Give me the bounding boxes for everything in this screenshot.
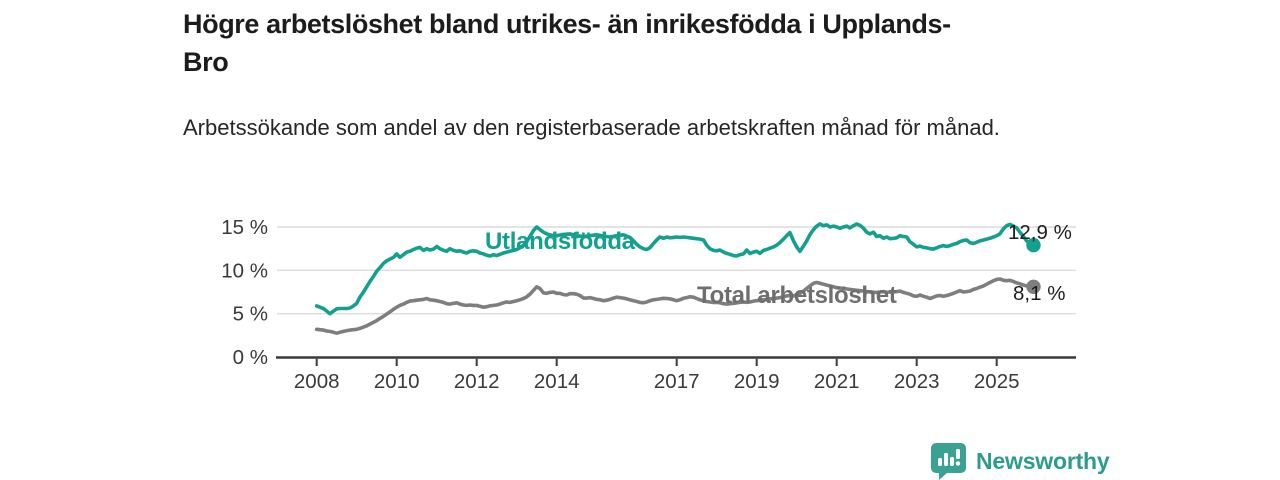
chart-title: Högre arbetslöshet bland utrikes- än inr… bbox=[183, 9, 951, 77]
y-tick-label: 10 % bbox=[221, 259, 268, 282]
series-line-total bbox=[314, 277, 1036, 336]
logo-bar-chart-icon bbox=[938, 449, 961, 466]
newsworthy-logo-icon bbox=[931, 443, 966, 480]
x-tick-label: 2021 bbox=[814, 370, 860, 393]
x-tick-label: 2012 bbox=[454, 370, 500, 393]
series-end-dot-total bbox=[1026, 279, 1041, 294]
logo-bubble bbox=[931, 443, 966, 480]
x-tick-label: 2014 bbox=[534, 370, 580, 393]
y-tick-label: 0 % bbox=[233, 346, 268, 369]
series-end-dot-utlandsfodda bbox=[1026, 237, 1041, 253]
series-inline-label-utlandsfodda: Utlandsfödda bbox=[485, 228, 636, 255]
y-tick-label: 5 % bbox=[233, 303, 268, 326]
brand-name: Newsworthy bbox=[976, 448, 1110, 474]
series-end-value-label-utlandsfodda: 12,9 % bbox=[1008, 221, 1072, 244]
x-tick-label: 2019 bbox=[734, 370, 780, 393]
x-tick-label: 2025 bbox=[974, 370, 1020, 393]
x-tick-label: 2023 bbox=[894, 370, 940, 393]
y-tick-label: 15 % bbox=[221, 216, 268, 239]
series-end-value-label-total: 8,1 % bbox=[1013, 282, 1065, 305]
x-tick-label: 2017 bbox=[654, 370, 700, 393]
newsworthy-brand: Newsworthy bbox=[930, 442, 1110, 480]
series-inline-label-total: Total arbetslöshet bbox=[697, 282, 897, 309]
series-line-utlandsfodda bbox=[314, 222, 1036, 316]
chart-subtitle: Arbetssökande som andel av den registerb… bbox=[183, 115, 1000, 140]
x-tick-label: 2010 bbox=[374, 370, 420, 393]
x-tick-label: 2008 bbox=[294, 370, 340, 393]
